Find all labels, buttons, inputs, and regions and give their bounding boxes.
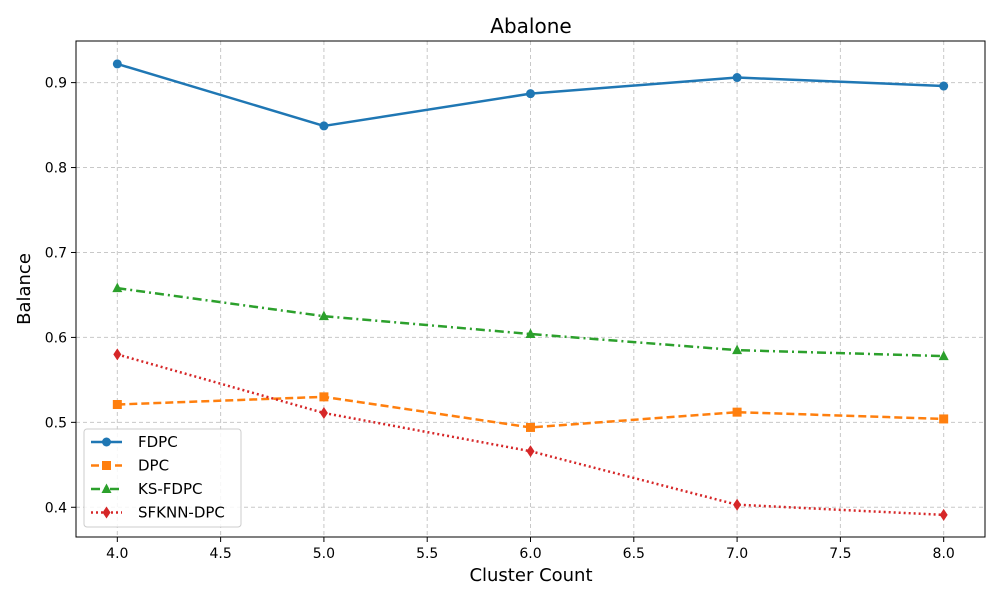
- legend-label: DPC: [138, 457, 169, 475]
- ticks: 4.0 4.5 5.0 5.5 6.0 6.5 7.0 7.5 8.0 0.4 0.5 0.6 0.7 0…: [45, 76, 955, 562]
- data-point: [526, 89, 535, 99]
- y-tick-label: 0.4: [45, 500, 67, 516]
- series-sfknn-dpc: [113, 348, 948, 521]
- data-point: [112, 59, 122, 69]
- data-point: [939, 508, 948, 521]
- x-tick-label: 4.5: [209, 546, 231, 562]
- chart-title: Abalone: [490, 14, 571, 38]
- y-tick-label: 0.8: [45, 161, 67, 177]
- legend-item: SFKNN-DPC: [91, 504, 225, 522]
- data-point: [939, 81, 949, 91]
- data-point: [319, 392, 329, 402]
- data-point: [733, 498, 742, 511]
- x-tick-label: 5.5: [416, 546, 438, 562]
- series-ks-fdpc: [112, 282, 949, 361]
- x-tick-label: 7.5: [829, 546, 851, 562]
- x-tick-label: 4.0: [106, 546, 128, 562]
- data-point: [732, 73, 742, 83]
- series-line: [117, 286, 944, 358]
- data-point: [318, 310, 329, 321]
- y-tick-label: 0.5: [45, 415, 67, 431]
- legend-marker: [102, 437, 111, 447]
- series-dpc: [112, 392, 949, 432]
- legend-marker: [101, 483, 112, 493]
- data-point: [525, 328, 536, 339]
- data-point: [526, 445, 535, 458]
- legend: FDPC DPC KS-FDPC SFKNN-DPC: [83, 428, 242, 528]
- legend-marker: [102, 461, 111, 470]
- y-tick-label: 0.7: [45, 245, 67, 261]
- data-point: [319, 121, 329, 131]
- x-tick-label: 5.0: [313, 546, 335, 562]
- y-tick-label: 0.6: [45, 330, 67, 346]
- legend-item: FDPC: [91, 433, 178, 451]
- data-point: [113, 348, 122, 361]
- y-axis-title: Balance: [14, 253, 35, 325]
- x-tick-label: 6.0: [519, 546, 541, 562]
- x-tick-label: 8.0: [933, 546, 955, 562]
- data-point: [732, 407, 742, 417]
- x-tick-label: 7.0: [726, 546, 748, 562]
- series-layer: [112, 59, 949, 521]
- data-point: [526, 422, 535, 432]
- y-tick-label: 0.9: [45, 76, 67, 92]
- x-tick-label: 6.5: [623, 546, 645, 562]
- legend-item: DPC: [91, 457, 169, 475]
- data-point: [732, 344, 743, 355]
- legend-label: KS-FDPC: [138, 480, 202, 498]
- data-point: [319, 407, 328, 419]
- data-point: [112, 400, 122, 410]
- legend-box: [83, 428, 242, 528]
- legend-label: SFKNN-DPC: [138, 504, 225, 522]
- data-point: [112, 282, 123, 293]
- legend-item: KS-FDPC: [91, 480, 202, 498]
- data-point: [939, 414, 949, 424]
- series-fdpc: [112, 59, 949, 131]
- data-point: [938, 350, 949, 361]
- legend-label: FDPC: [138, 433, 178, 451]
- x-axis-title: Cluster Count: [469, 565, 592, 586]
- legend-marker: [102, 506, 111, 519]
